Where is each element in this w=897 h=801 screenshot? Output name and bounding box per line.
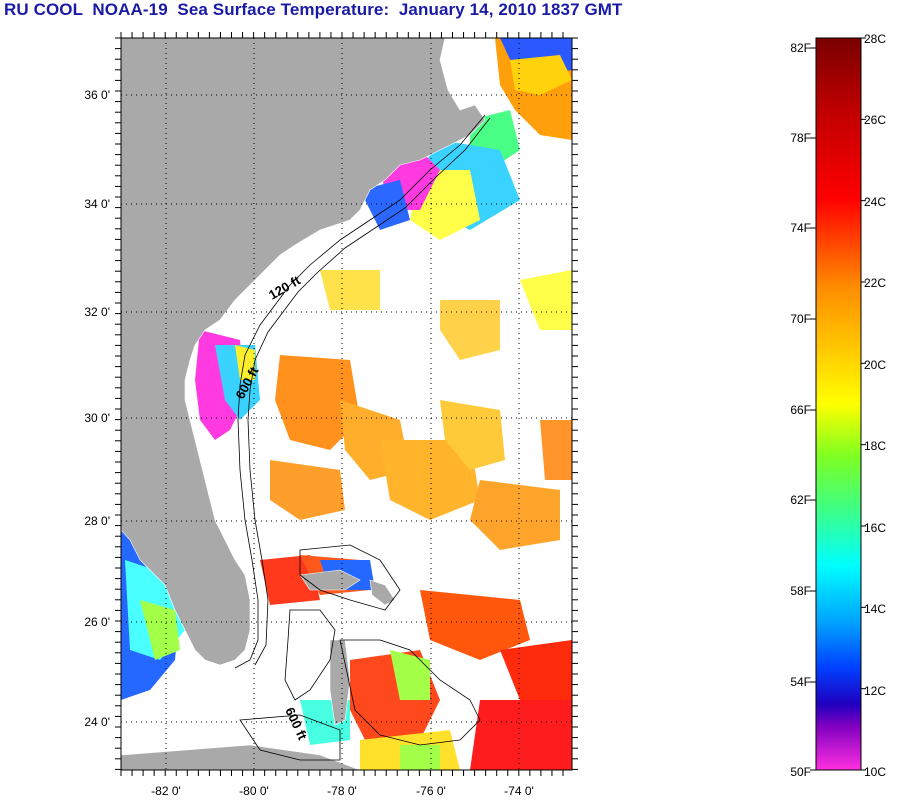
colorbar-f-label-70: 70F	[790, 312, 811, 326]
sst-data-layer	[121, 38, 572, 770]
lat-label-30: 30 0'	[84, 411, 110, 425]
lon-label-78: -78 0'	[327, 784, 357, 798]
colorbar-f-label-50: 50F	[790, 765, 811, 779]
isobath-contours	[234, 114, 491, 761]
lon-label-76: -76 0'	[416, 784, 446, 798]
colorbar-c-label-28: 28C	[864, 32, 886, 46]
colorbar: 82F 78F 74F 70F 66F 62F 58F 54F 50F 28C …	[790, 32, 886, 779]
map-content: 120 ft 600 ft 600 ft	[121, 38, 572, 770]
colorbar-f-label-82: 82F	[790, 41, 811, 55]
lat-label-34: 34 0'	[84, 197, 110, 211]
colorbar-f-label-62: 62F	[790, 493, 811, 507]
lat-label-32: 32 0'	[84, 305, 110, 319]
colorbar-c-label-16: 16C	[864, 521, 886, 535]
colorbar-c-label-18: 18C	[864, 439, 886, 453]
colorbar-c-label-26: 26C	[864, 113, 886, 127]
lon-label-80: -80 0'	[239, 784, 269, 798]
lat-labels: 36 0' 34 0' 32 0' 30 0' 28 0' 26 0' 24 0…	[84, 88, 110, 729]
colorbar-c-label-14: 14C	[864, 602, 886, 616]
lat-label-36: 36 0'	[84, 88, 110, 102]
colorbar-c-label-24: 24C	[864, 195, 886, 209]
colorbar-f-label-54: 54F	[790, 675, 811, 689]
colorbar-c-label-22: 22C	[864, 276, 886, 290]
land-layer	[121, 38, 486, 770]
graticule	[121, 38, 572, 770]
lon-label-82: -82 0'	[151, 784, 181, 798]
lat-label-28: 28 0'	[84, 514, 110, 528]
lon-label-74: -74 0'	[504, 784, 534, 798]
colorbar-c-label-10: 10C	[864, 765, 886, 779]
colorbar-gradient	[815, 37, 862, 771]
colorbar-c-label-12: 12C	[864, 684, 886, 698]
colorbar-f-label-66: 66F	[790, 403, 811, 417]
chart-title: RU COOL NOAA-19 Sea Surface Temperature:…	[4, 0, 623, 19]
lon-labels: -82 0' -80 0' -78 0' -76 0' -74 0'	[151, 784, 534, 798]
colorbar-f-label-74: 74F	[790, 221, 811, 235]
colorbar-c-label-20: 20C	[864, 358, 886, 372]
colorbar-f-label-58: 58F	[790, 584, 811, 598]
map-frame	[120, 37, 573, 771]
colorbar-f-label-78: 78F	[790, 131, 811, 145]
map-ticks	[115, 32, 578, 776]
lat-label-24: 24 0'	[84, 715, 110, 729]
lat-label-26: 26 0'	[84, 615, 110, 629]
